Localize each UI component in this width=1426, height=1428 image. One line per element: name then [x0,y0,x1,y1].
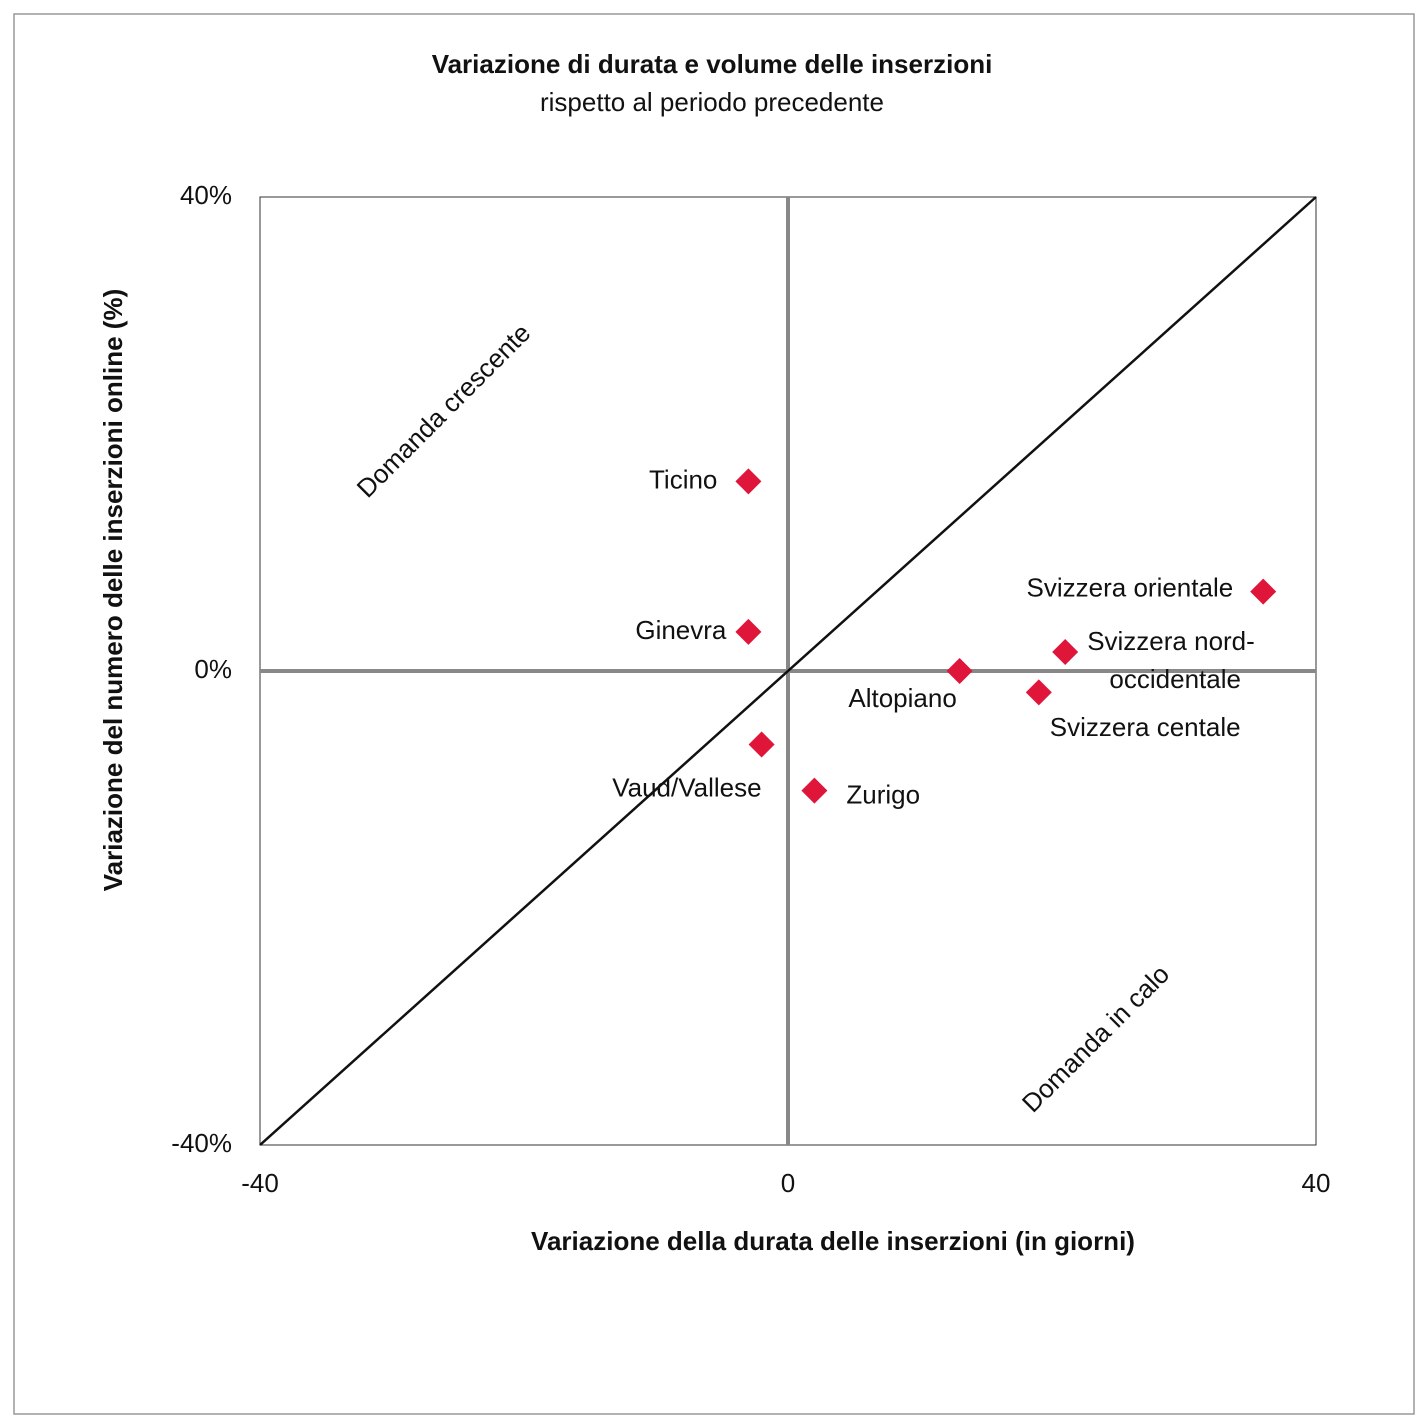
point [946,658,973,684]
frame [13,13,1415,1415]
x-tick-label: 0 [781,1168,795,1198]
point-label: Svizzera nord-occidentale [1087,626,1255,694]
y-tick-label: 40% [180,180,232,210]
chart-subtitle: rispetto al periodo precedente [540,87,884,117]
y-tick-label: -40% [171,1128,232,1158]
y-axis-label: Variazione del numero delle inserzioni o… [98,289,128,891]
point-label: Altopiano [848,683,956,713]
point-label: Ticino [649,464,717,494]
x-tick-label: 40 [1302,1168,1331,1198]
point [801,777,828,804]
point-label: Svizzera centale [1050,712,1241,742]
point-label: Vaud/Vallese [612,772,761,802]
x-tick-label: -40 [241,1168,279,1198]
point [1025,679,1052,706]
point [735,468,762,495]
point [735,618,762,645]
point [748,731,775,758]
point-label: Svizzera orientale [1027,572,1234,602]
point [1250,578,1277,605]
chart-title: Variazione di durata e volume delle inse… [432,49,993,79]
y-tick-label: 0% [194,654,232,684]
point [1052,639,1079,666]
point-label: Zurigo [846,780,920,810]
diagonal-line [259,196,1317,1146]
point-label: Ginevra [635,615,727,645]
x-axis-label: Variazione della durata delle inserzioni… [531,1226,1135,1256]
